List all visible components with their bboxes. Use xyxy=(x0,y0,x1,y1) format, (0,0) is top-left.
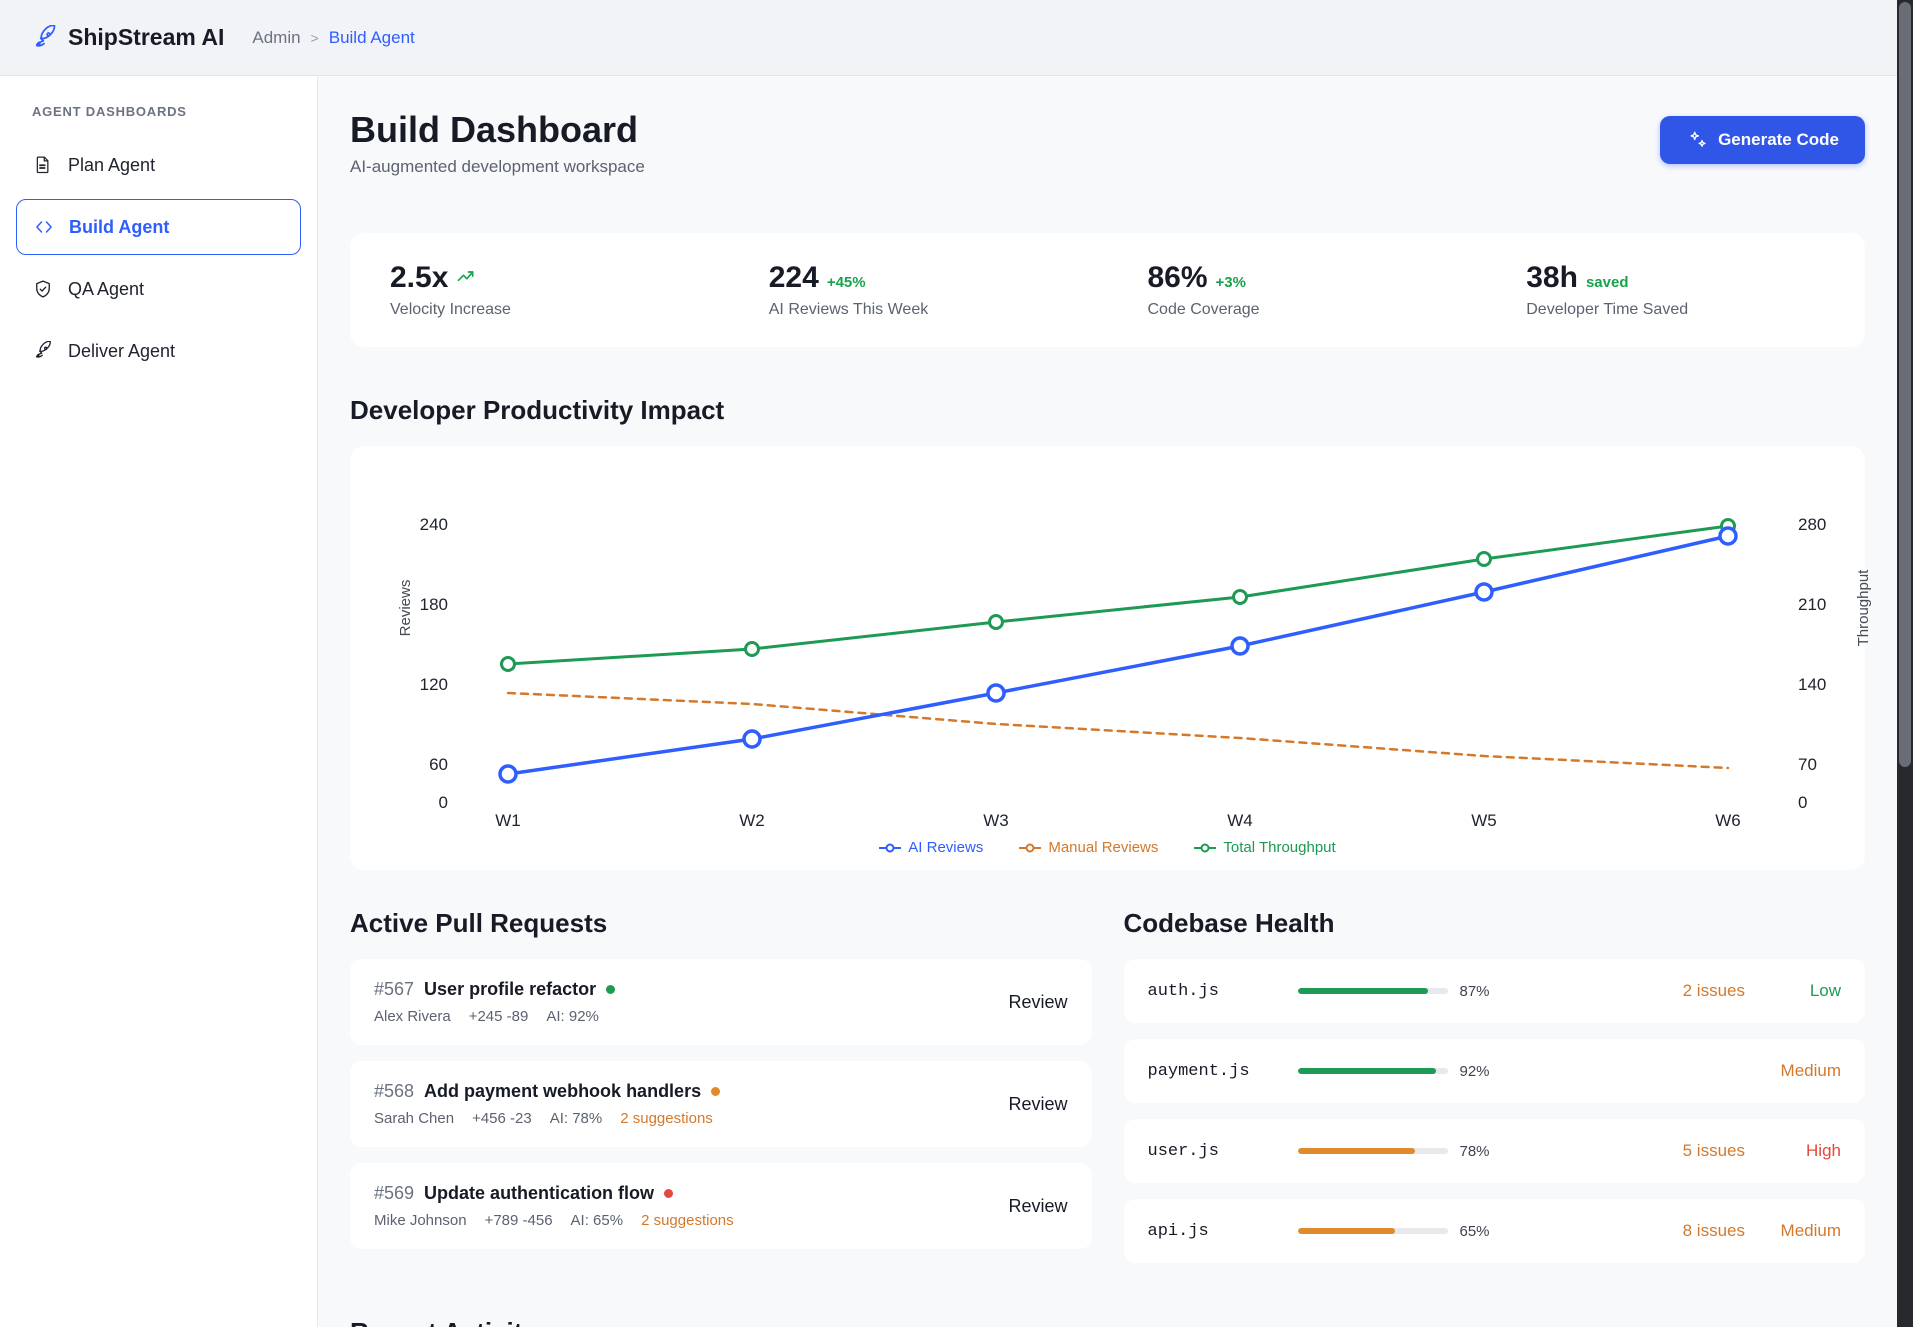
svg-text:60: 60 xyxy=(429,755,448,774)
svg-text:210: 210 xyxy=(1798,595,1826,614)
svg-text:W4: W4 xyxy=(1227,811,1253,828)
svg-text:W2: W2 xyxy=(739,811,765,828)
svg-text:180: 180 xyxy=(420,595,448,614)
svg-text:W6: W6 xyxy=(1715,811,1741,828)
svg-text:280: 280 xyxy=(1798,515,1826,534)
svg-text:0: 0 xyxy=(1798,793,1807,812)
svg-text:120: 120 xyxy=(420,675,448,694)
svg-text:70: 70 xyxy=(1798,755,1817,774)
svg-text:W1: W1 xyxy=(495,811,521,828)
svg-text:240: 240 xyxy=(420,515,448,534)
svg-text:Throughput: Throughput xyxy=(1855,569,1872,647)
svg-text:W3: W3 xyxy=(983,811,1009,828)
svg-text:0: 0 xyxy=(439,793,448,812)
svg-text:W5: W5 xyxy=(1471,811,1497,828)
svg-text:Reviews: Reviews xyxy=(397,580,414,637)
svg-text:140: 140 xyxy=(1798,675,1826,694)
